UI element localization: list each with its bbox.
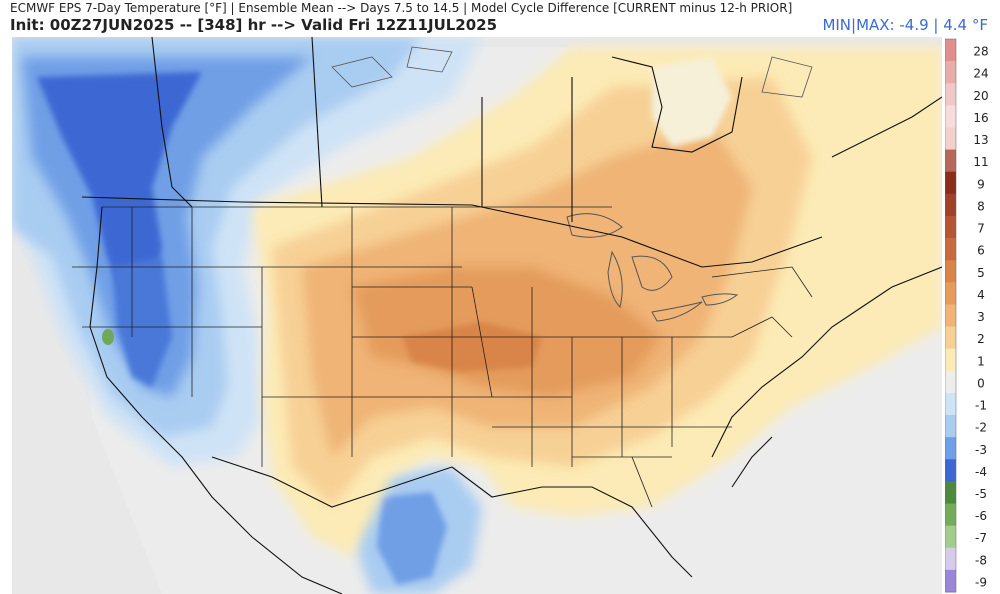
colorbar-label: 7: [977, 222, 985, 236]
colorbar-label: 1: [977, 354, 985, 368]
deepest-orange-core-area: [402, 322, 542, 372]
dark-blue-core-area: [37, 72, 202, 307]
colorbar-label: -9: [975, 575, 987, 589]
colorbar-swatch: [945, 370, 956, 394]
colorbar-label: -2: [975, 421, 987, 435]
colorbar-swatch: [945, 215, 956, 239]
arctic-islands: [331, 46, 813, 98]
colorbar-label: 4: [977, 288, 985, 302]
colorbar-swatch: [945, 481, 956, 505]
temperature-difference-map: [12, 37, 942, 594]
colorbar-swatch: [945, 282, 956, 305]
init-valid-line: Init: 00Z27JUN2025 -- [348] hr --> Valid…: [10, 16, 498, 34]
colorbar-label: 3: [977, 310, 985, 324]
colorbar-swatch: [945, 326, 956, 350]
colorbar-label: 16: [973, 111, 988, 125]
colorbar-swatch: [945, 105, 956, 128]
colorbar-outline: [945, 38, 957, 593]
dark-blue-mexico-area: [377, 492, 447, 585]
header: ECMWF EPS 7-Day Temperature [°F] | Ensem…: [0, 0, 1000, 37]
colorbar-swatch: [945, 348, 956, 372]
colorbar-swatch: [945, 149, 956, 173]
colorbar-label: 24: [973, 67, 988, 81]
colorbar-label: -1: [975, 399, 987, 413]
colorbar-label: -4: [975, 465, 987, 479]
colorbar-label: 0: [977, 376, 985, 390]
colorbar-label: -5: [975, 487, 987, 501]
colorbar-label: 20: [973, 89, 988, 103]
colorbar-label: 2: [977, 332, 985, 346]
colorbar-swatch: [945, 459, 956, 482]
colorbar-swatch: [945, 547, 956, 571]
colorbar-swatch: [945, 260, 956, 283]
dark-blue-coastal-area: [112, 257, 172, 387]
colorbar-swatch: [945, 127, 956, 151]
colorbar-label: 8: [977, 199, 985, 213]
colorbar-swatch: [945, 193, 956, 217]
colorbar-label: 28: [973, 45, 988, 59]
colorbar-swatch: [945, 437, 956, 460]
colorbar-swatch: [945, 415, 956, 438]
colorbar-label: 9: [977, 177, 985, 191]
coastlines: [89, 56, 942, 594]
colorbar-swatch: [945, 171, 956, 195]
min-max-readout: MIN|MAX: -4.9 | 4.4 °F: [822, 16, 988, 34]
colorbar-swatch: [945, 392, 956, 416]
state-boundaries: [72, 206, 813, 508]
colorbar-swatch: [945, 569, 956, 593]
colorbar-label: 5: [977, 266, 985, 280]
colorbar-swatch: [945, 525, 956, 549]
great-lakes: [566, 213, 739, 322]
colorbar-label: -7: [975, 531, 987, 545]
colorbar-swatch: [945, 503, 956, 527]
colorbar-label: 6: [977, 244, 985, 258]
colorbar-label: -6: [975, 509, 987, 523]
hudson-bay-pale-area: [652, 57, 732, 147]
colorbar-swatch: [945, 39, 956, 62]
colorbar-label: 11: [973, 155, 988, 169]
colorbar-label: 13: [973, 133, 988, 147]
color-scale-legend: 28 24 20 16 13 11 9 8 7 6 5 4 3 2 1 0 -1 -2 -3 -4 -5 -6 -7 -8 -9: [945, 38, 989, 593]
map-title: ECMWF EPS 7-Day Temperature [°F] | Ensem…: [10, 1, 793, 15]
colorbar-swatch: [945, 304, 956, 328]
colorbar-label: -3: [975, 443, 987, 457]
colorbar-swatch: [945, 83, 956, 106]
green-negative-spot: [102, 329, 114, 345]
colorbar-swatch: [945, 61, 956, 84]
colorbar-label: -8: [975, 553, 987, 567]
colorbar-swatch: [945, 238, 956, 261]
national-borders: [81, 37, 823, 508]
